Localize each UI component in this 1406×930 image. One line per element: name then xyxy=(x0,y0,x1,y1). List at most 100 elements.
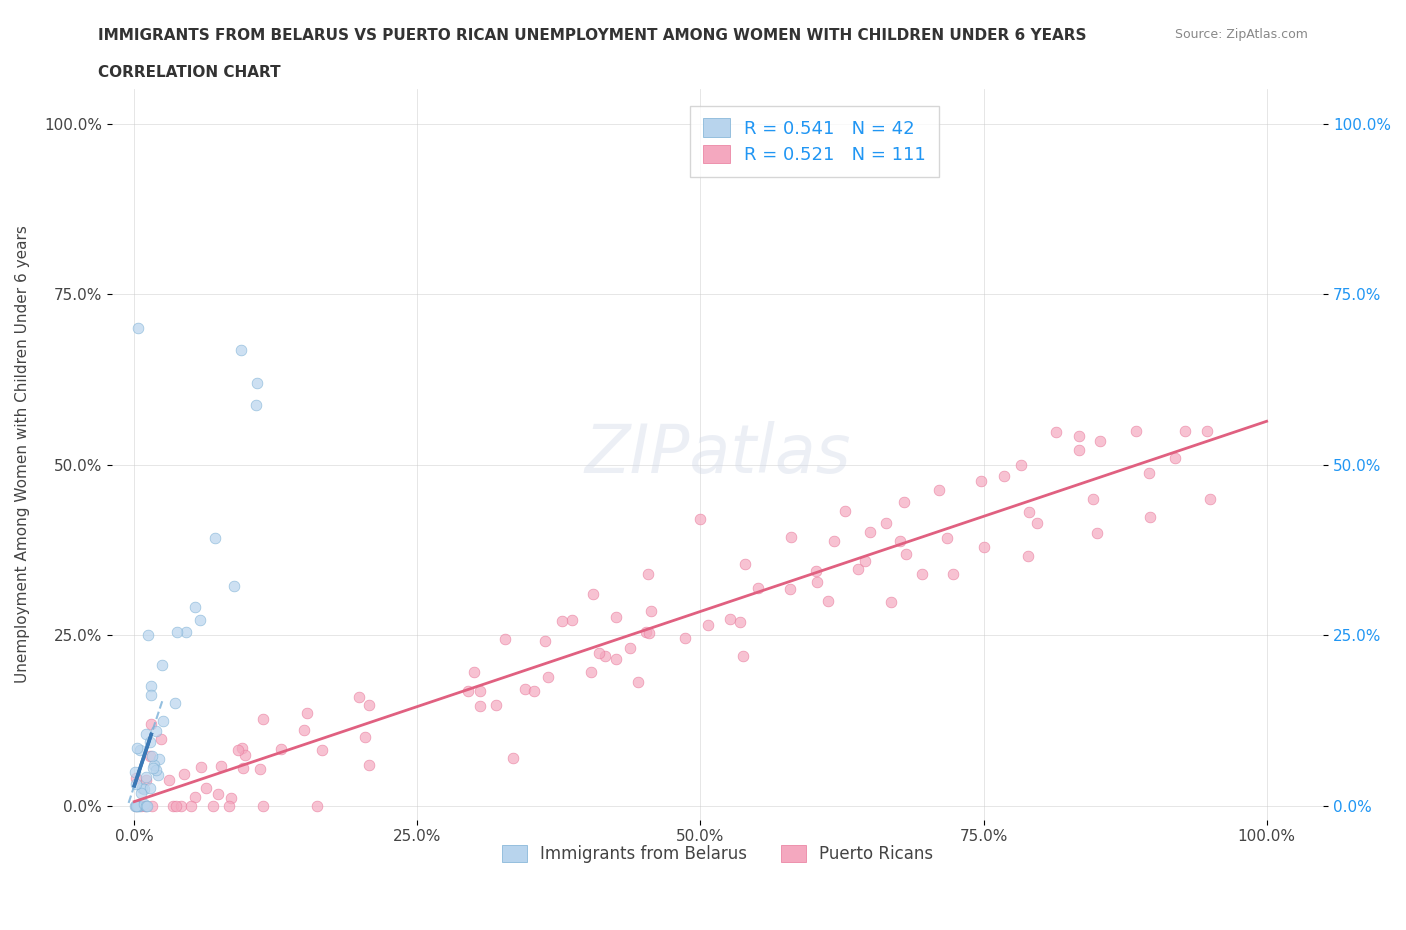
Point xyxy=(252,799,274,814)
Point xyxy=(142,758,165,773)
Point xyxy=(697,618,720,632)
Point xyxy=(139,717,162,732)
Point xyxy=(249,762,271,777)
Point xyxy=(128,799,150,814)
Point xyxy=(357,758,380,773)
Point xyxy=(218,799,240,814)
Point xyxy=(173,766,195,781)
Point xyxy=(125,799,148,814)
Point xyxy=(779,529,801,544)
Point xyxy=(163,696,186,711)
Point xyxy=(204,530,226,545)
Point xyxy=(817,594,839,609)
Point xyxy=(875,516,897,531)
Point xyxy=(1174,423,1197,438)
Point xyxy=(936,530,959,545)
Point xyxy=(1069,429,1091,444)
Point xyxy=(588,645,610,660)
Point xyxy=(135,770,157,785)
Point xyxy=(135,799,157,814)
Text: Source: ZipAtlas.com: Source: ZipAtlas.com xyxy=(1174,28,1308,41)
Point xyxy=(129,786,152,801)
Point xyxy=(184,790,207,804)
Point xyxy=(141,749,163,764)
Point xyxy=(139,780,162,795)
Point xyxy=(145,763,167,777)
Point xyxy=(353,729,375,744)
Point xyxy=(534,634,557,649)
Point xyxy=(229,343,252,358)
Point xyxy=(733,648,755,663)
Point xyxy=(135,727,157,742)
Point xyxy=(295,706,318,721)
Point xyxy=(162,799,184,814)
Point xyxy=(245,376,267,391)
Point xyxy=(1083,492,1105,507)
Point xyxy=(357,698,380,712)
Point xyxy=(502,751,524,765)
Point xyxy=(252,711,274,726)
Point xyxy=(1025,515,1047,530)
Point xyxy=(270,741,292,756)
Point xyxy=(605,609,627,624)
Point xyxy=(226,742,249,757)
Point xyxy=(513,682,536,697)
Point xyxy=(1164,450,1187,465)
Point xyxy=(135,773,157,788)
Point xyxy=(1045,425,1067,440)
Point xyxy=(485,698,508,712)
Point xyxy=(1067,443,1090,458)
Point xyxy=(640,604,662,618)
Point xyxy=(305,799,328,814)
Point xyxy=(859,525,882,539)
Point xyxy=(779,582,801,597)
Point xyxy=(190,760,212,775)
Point xyxy=(457,684,479,698)
Point xyxy=(141,799,163,814)
Point xyxy=(595,649,617,664)
Point xyxy=(127,799,149,814)
Point xyxy=(233,748,256,763)
Point xyxy=(183,599,205,614)
Legend: Immigrants from Belarus, Puerto Ricans: Immigrants from Belarus, Puerto Ricans xyxy=(495,838,939,870)
Point xyxy=(463,665,485,680)
Point xyxy=(165,799,187,814)
Point xyxy=(135,799,157,814)
Point xyxy=(188,612,211,627)
Point xyxy=(468,684,491,698)
Point xyxy=(195,781,218,796)
Point xyxy=(561,613,583,628)
Point xyxy=(634,624,657,639)
Point xyxy=(180,799,202,814)
Point xyxy=(1018,505,1040,520)
Point xyxy=(627,675,650,690)
Point xyxy=(582,586,605,601)
Point xyxy=(1139,510,1161,525)
Point xyxy=(619,640,641,655)
Point xyxy=(157,772,180,787)
Point xyxy=(806,575,828,590)
Point xyxy=(219,790,242,805)
Point xyxy=(166,624,188,639)
Point xyxy=(889,534,911,549)
Point xyxy=(125,770,148,785)
Point xyxy=(1085,525,1108,540)
Point xyxy=(150,658,173,672)
Point xyxy=(728,615,751,630)
Point xyxy=(127,321,149,336)
Point xyxy=(468,698,491,713)
Point xyxy=(245,398,267,413)
Point xyxy=(834,503,856,518)
Point xyxy=(207,786,229,801)
Point xyxy=(942,566,965,581)
Point xyxy=(1010,458,1032,472)
Point xyxy=(152,714,174,729)
Point xyxy=(853,554,876,569)
Point xyxy=(551,614,574,629)
Point xyxy=(637,625,659,640)
Point xyxy=(132,797,155,812)
Point xyxy=(139,687,162,702)
Point xyxy=(894,546,917,561)
Point xyxy=(1088,433,1111,448)
Point xyxy=(993,469,1015,484)
